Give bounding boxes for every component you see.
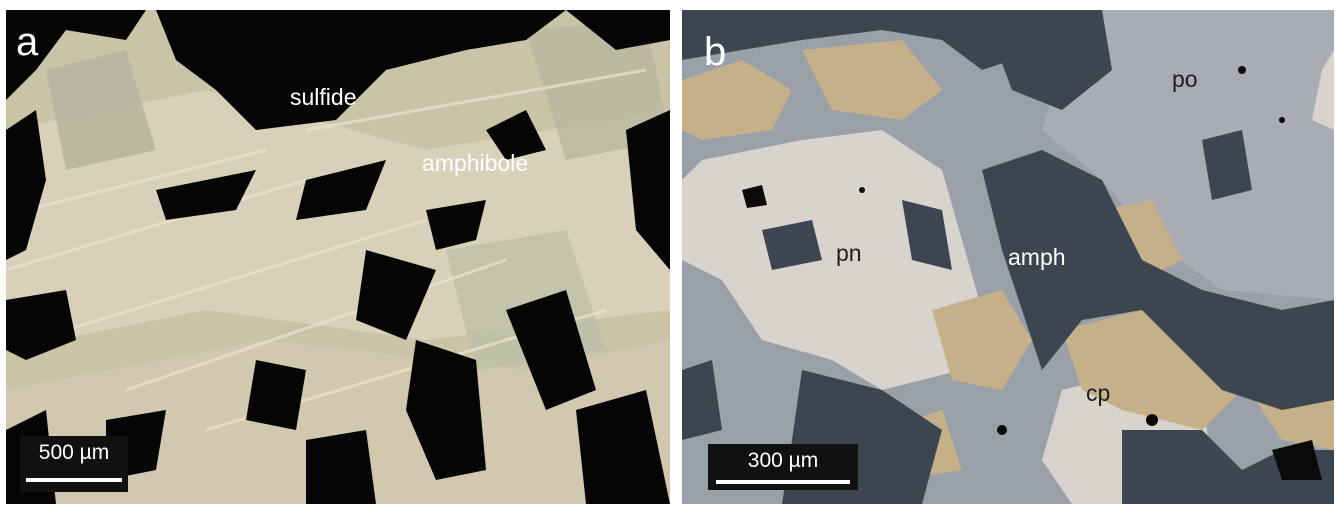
scale-bar-b-text: 300 µm [747,449,819,472]
scale-bar-a-text: 500 µm [38,441,110,464]
amph-label: amph [1008,244,1066,270]
panel-b-letter: b [704,30,727,74]
panel-b-image: b po pn amph cp 300 µm [682,10,1334,504]
panel-a-image: a sulfide amphibole 500 µm [6,10,670,504]
po-label: po [1172,66,1198,92]
scale-bar-a: 500 µm [20,436,128,492]
micrograph-b [682,10,1334,504]
pn-label: pn [836,240,862,266]
panel-a-letter: a [16,20,39,64]
micrograph-a [6,10,670,504]
scale-bar-b-line [716,480,850,484]
cp-label: cp [1086,380,1111,406]
scale-bar-a-line [26,478,122,482]
sulfide-label: sulfide [290,84,357,110]
scale-bar-b: 300 µm [708,444,858,490]
amphibole-label: amphibole [422,150,529,176]
